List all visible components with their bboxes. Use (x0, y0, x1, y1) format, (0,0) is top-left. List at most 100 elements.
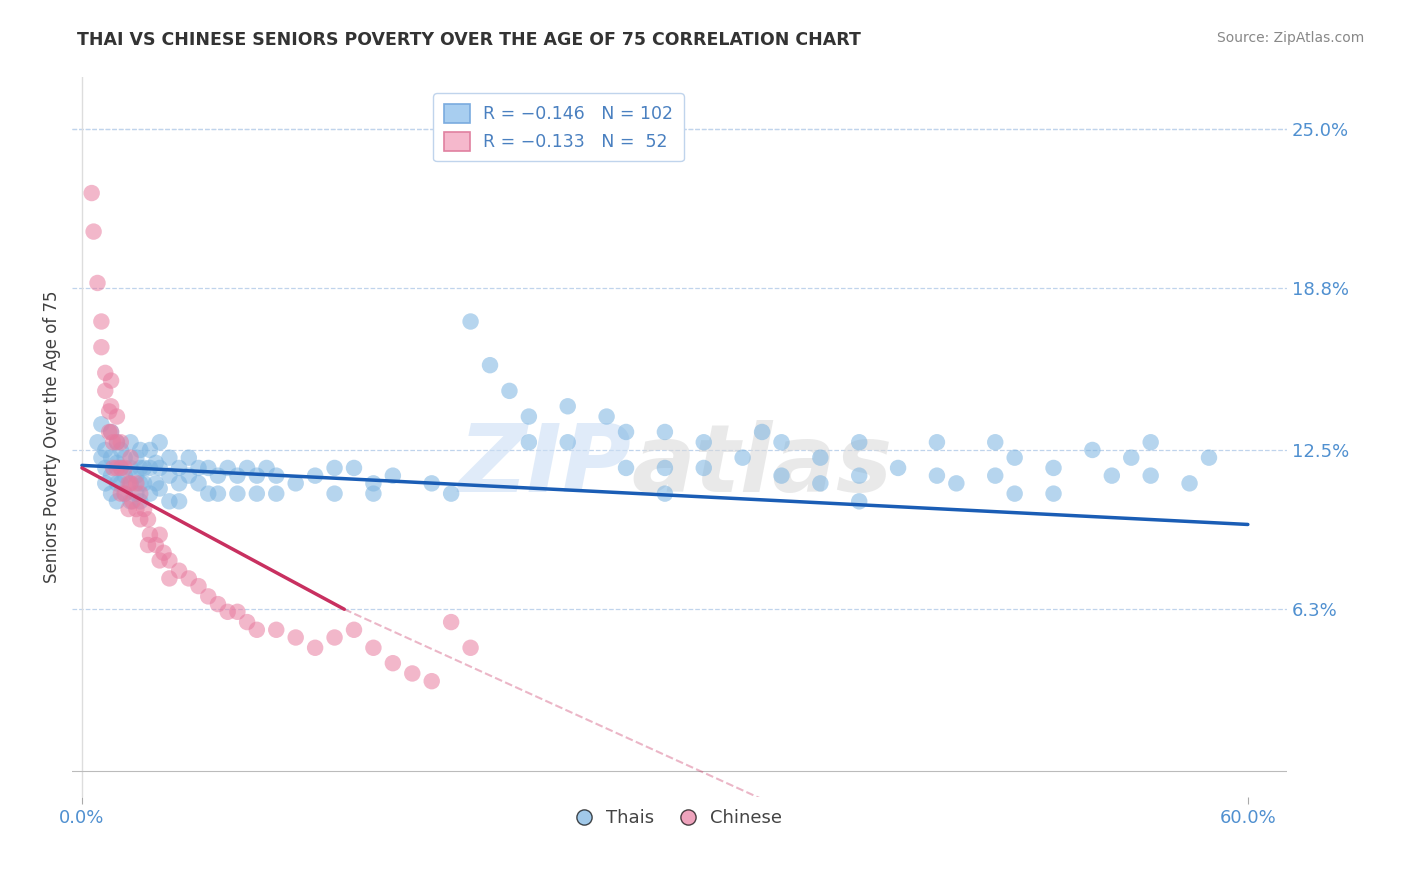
Point (105, 435, 128, 450)
Text: ZIP: ZIP (458, 420, 631, 512)
Point (149, 435, 172, 450)
Point (98, 404, 121, 418)
Point (152, 546, 174, 560)
Point (363, 640, 385, 655)
Point (129, 494, 152, 508)
Point (94, 384, 117, 398)
Point (323, 486, 346, 500)
Point (197, 461, 219, 475)
Text: THAI VS CHINESE SENIORS POVERTY OVER THE AGE OF 75 CORRELATION CHART: THAI VS CHINESE SENIORS POVERTY OVER THE… (77, 31, 862, 49)
Point (86, 276, 108, 290)
Point (120, 461, 142, 475)
Point (401, 666, 423, 681)
Point (167, 564, 190, 578)
Y-axis label: Seniors Poverty Over the Age of 75: Seniors Poverty Over the Age of 75 (44, 291, 60, 583)
Point (100, 450, 122, 465)
Point (187, 461, 209, 475)
Point (460, 314, 482, 328)
Point (1121, 450, 1143, 465)
Point (139, 486, 162, 500)
Point (264, 468, 287, 483)
Point (284, 476, 307, 491)
Point (120, 494, 142, 508)
Point (149, 527, 172, 541)
Point (129, 461, 152, 475)
Point (614, 461, 637, 475)
Point (129, 442, 152, 457)
Point (120, 476, 142, 491)
Point (440, 615, 463, 629)
Point (120, 476, 142, 491)
Point (187, 579, 209, 593)
Point (1004, 486, 1026, 500)
Point (121, 494, 143, 508)
Point (420, 674, 443, 689)
Point (925, 468, 948, 483)
Point (226, 468, 249, 483)
Point (887, 461, 910, 475)
Point (105, 461, 128, 475)
Point (94, 442, 117, 457)
Point (139, 461, 162, 475)
Point (557, 435, 579, 450)
Point (1004, 450, 1026, 465)
Point (246, 623, 269, 637)
Point (1139, 435, 1161, 450)
Point (731, 450, 754, 465)
Point (125, 476, 148, 491)
Point (105, 476, 128, 491)
Point (343, 623, 366, 637)
Point (157, 494, 180, 508)
Point (460, 640, 482, 655)
Legend: Thais, Chinese: Thais, Chinese (569, 802, 789, 835)
Point (693, 435, 716, 450)
Point (98, 425, 121, 439)
Point (304, 640, 326, 655)
Point (157, 571, 180, 585)
Point (808, 476, 831, 491)
Point (110, 461, 132, 475)
Point (517, 435, 540, 450)
Point (363, 476, 385, 491)
Point (110, 461, 132, 475)
Point (80, 186, 103, 200)
Point (157, 553, 180, 567)
Point (925, 435, 948, 450)
Point (479, 358, 502, 372)
Point (1198, 450, 1220, 465)
Point (1139, 468, 1161, 483)
Point (848, 468, 870, 483)
Point (94, 476, 117, 491)
Point (323, 461, 346, 475)
Point (149, 482, 172, 496)
Point (114, 461, 136, 475)
Point (136, 538, 159, 552)
Point (120, 435, 142, 450)
Point (654, 425, 676, 439)
Point (246, 468, 269, 483)
Point (125, 486, 148, 500)
Point (110, 476, 132, 491)
Point (100, 486, 122, 500)
Point (848, 494, 870, 508)
Point (100, 425, 122, 439)
Point (134, 461, 156, 475)
Point (984, 435, 1007, 450)
Point (1042, 486, 1064, 500)
Point (498, 384, 520, 398)
Point (114, 450, 136, 465)
Point (129, 512, 152, 526)
Point (984, 468, 1007, 483)
Point (226, 605, 249, 619)
Point (197, 486, 219, 500)
Point (110, 442, 132, 457)
Point (770, 468, 793, 483)
Point (595, 409, 617, 424)
Point (105, 409, 128, 424)
Point (264, 623, 287, 637)
Point (90, 340, 112, 354)
Point (100, 425, 122, 439)
Point (420, 476, 443, 491)
Point (236, 615, 259, 629)
Point (105, 435, 128, 450)
